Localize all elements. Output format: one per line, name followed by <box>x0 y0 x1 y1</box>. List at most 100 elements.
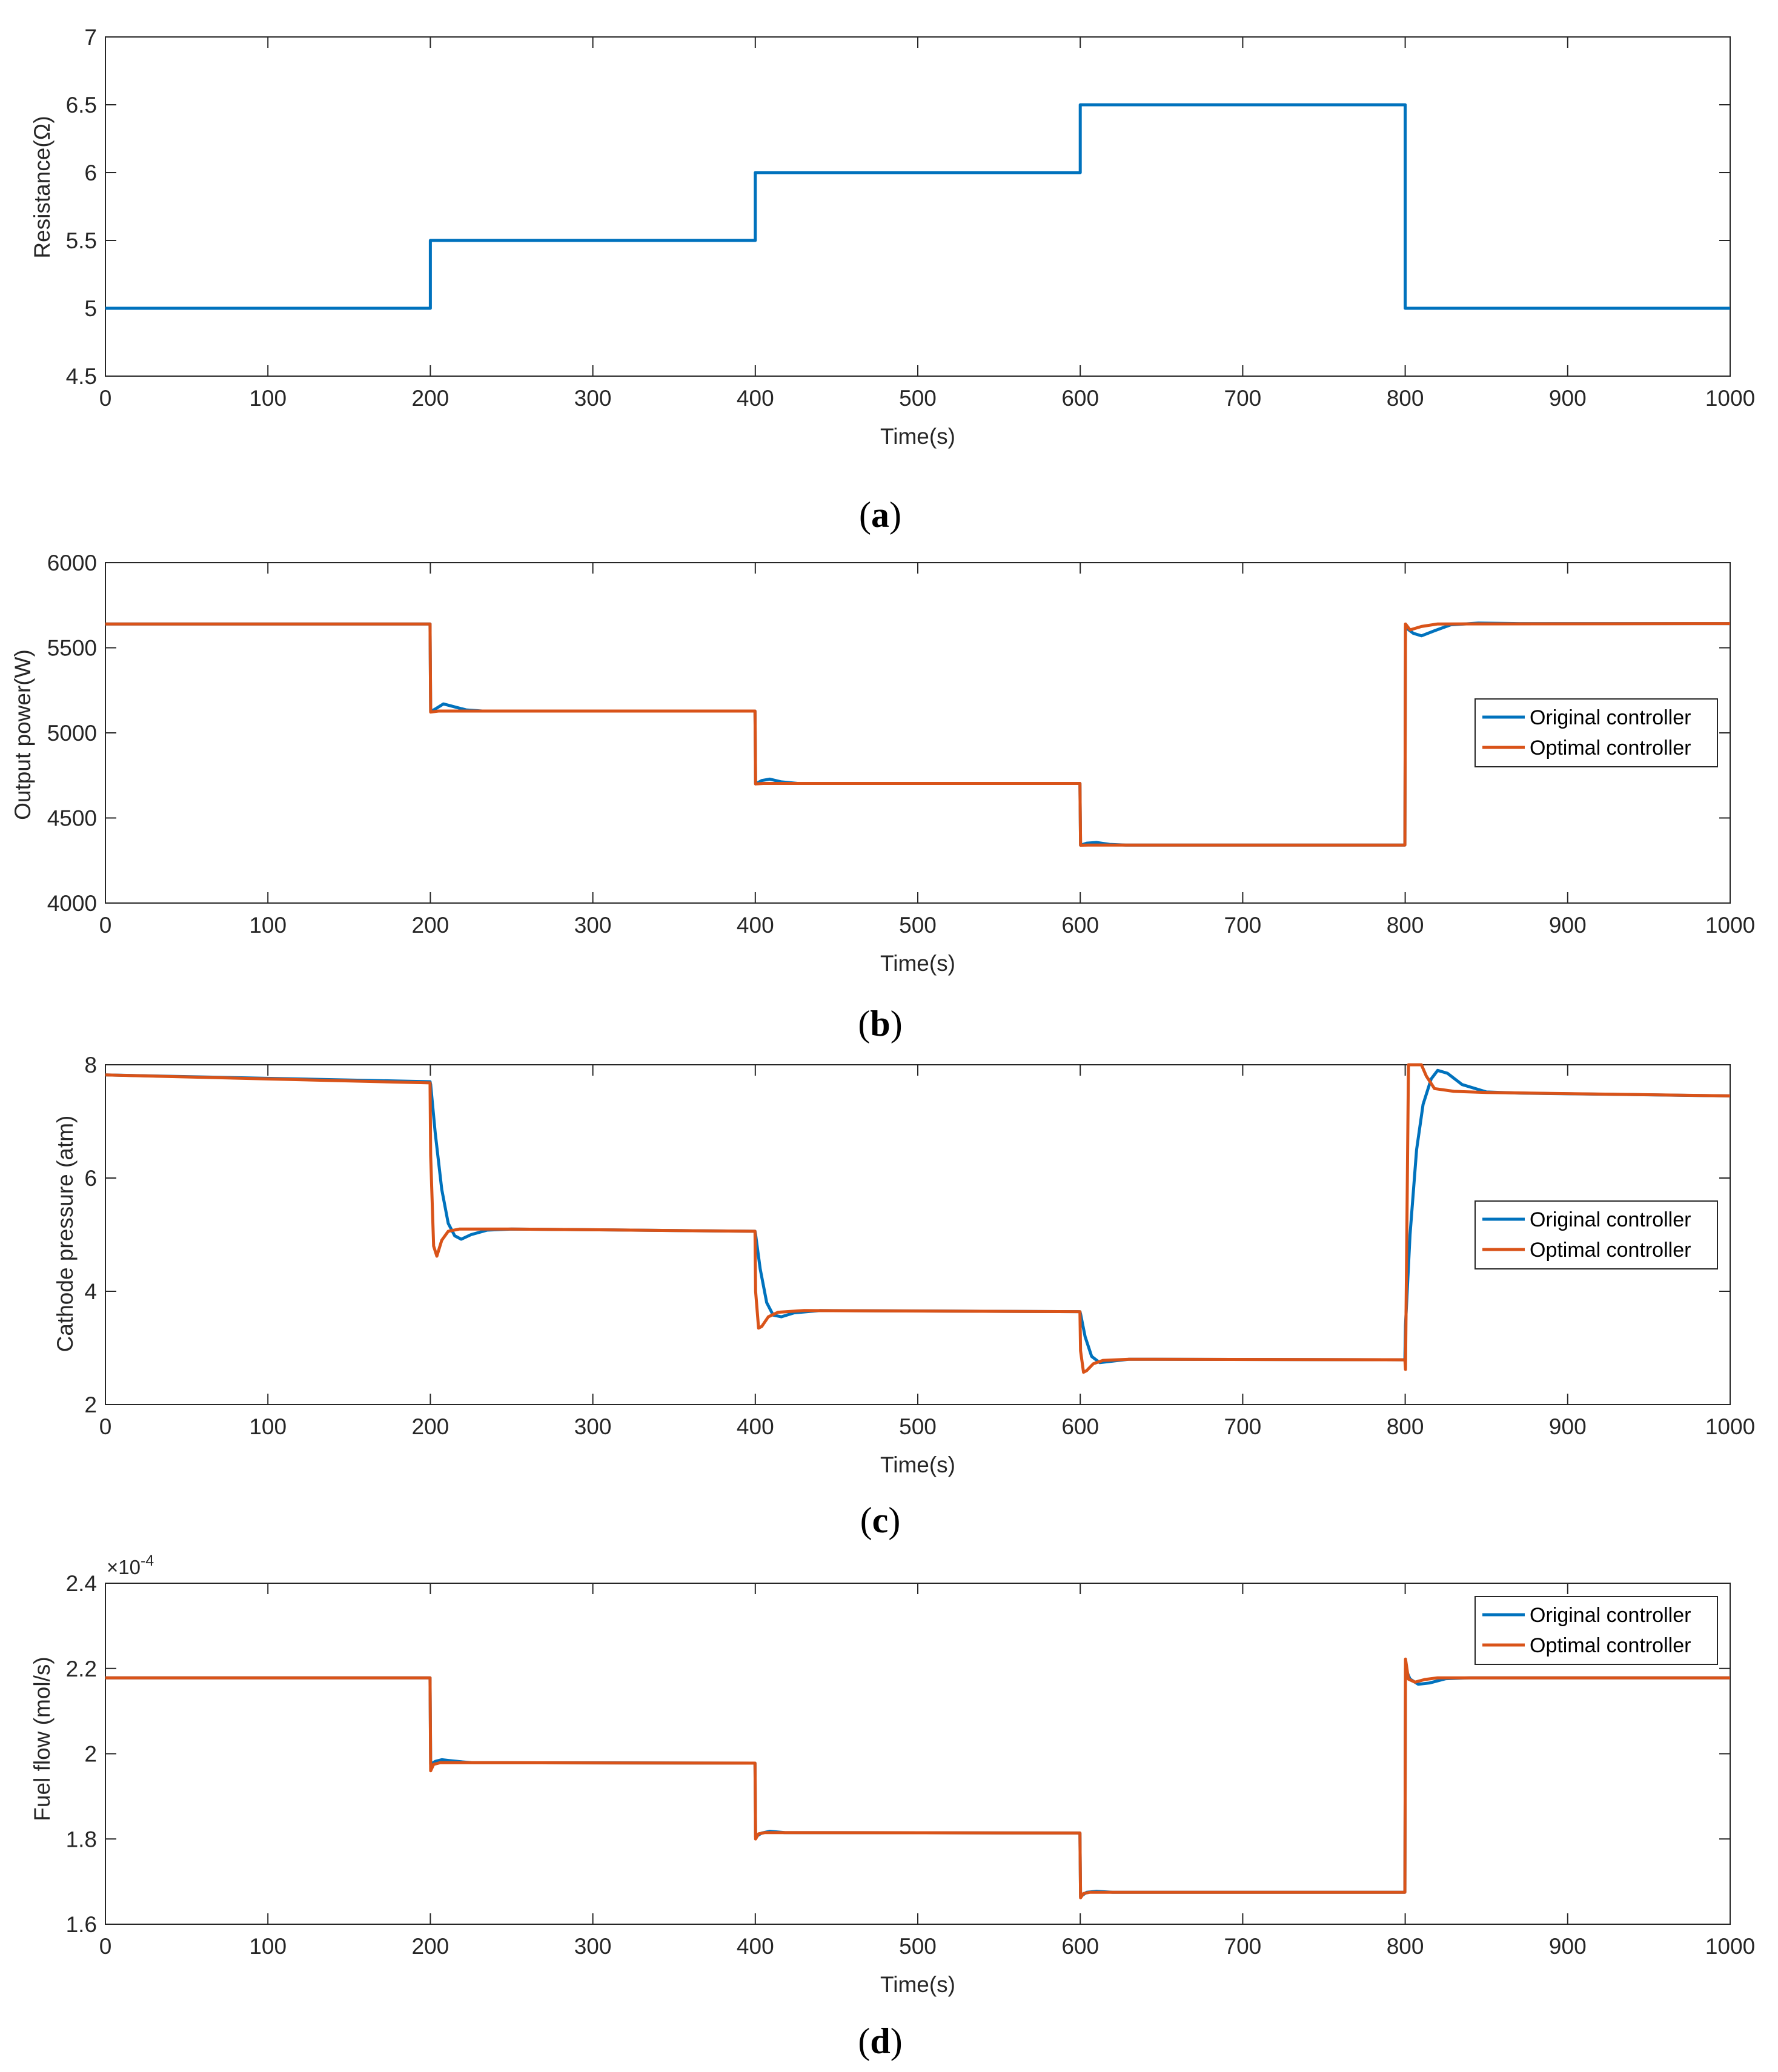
plot-b: 0 100 200 300 400 500 600 700 800 900 1000 4000 4500… <box>47 551 1755 938</box>
ytick-label-d: 1.6 <box>66 1912 97 1937</box>
xtick-label-c: 600 <box>1061 1414 1099 1439</box>
panel-c: Cathode pressure (atm) Time(s) (c) <box>53 1116 955 1540</box>
xtick-label-b: 300 <box>574 913 612 938</box>
ytick-label-a: 6.5 <box>66 93 97 118</box>
panel-b: Output power(W) Time(s) (b) <box>10 649 955 1044</box>
legend-box-c <box>1474 1200 1718 1269</box>
xtick-label-c: 900 <box>1549 1414 1587 1439</box>
xtick-label-a: 300 <box>574 386 612 411</box>
xtick-label-d: 0 <box>99 1934 112 1959</box>
xlabel-d: Time(s) <box>880 1972 955 1997</box>
legend-label-d: Optimal controller <box>1530 1634 1691 1657</box>
ytick-label-d: 2.4 <box>66 1571 97 1596</box>
xtick-label-c: 700 <box>1224 1414 1262 1439</box>
xtick-label-c: 100 <box>249 1414 287 1439</box>
axes-box-a <box>105 36 1731 377</box>
plot-d: 0 100 200 300 400 500 600 700 800 900 1000 1.6 1.8 2 2… <box>66 1571 1756 1959</box>
ytick-label-c: 2 <box>84 1392 97 1417</box>
caption-b-letter: b <box>870 1004 890 1044</box>
xtick-label-d: 600 <box>1061 1934 1099 1959</box>
xtick-label-a: 500 <box>899 386 937 411</box>
legend-label-b: Optimal controller <box>1530 736 1691 760</box>
legend-box-b <box>1474 698 1718 767</box>
svg-text:(a): (a) <box>859 495 901 535</box>
xlabel-a: Time(s) <box>880 424 955 449</box>
legend-label-b: Original controller <box>1530 706 1691 729</box>
xtick-label-a: 900 <box>1549 386 1587 411</box>
xtick-label-a: 1000 <box>1705 386 1755 411</box>
ytick-label-b: 4500 <box>47 806 97 831</box>
ytick-label-c: 8 <box>84 1053 97 1077</box>
ytick-label-b: 4000 <box>47 891 97 916</box>
xtick-label-b: 900 <box>1549 913 1587 938</box>
xtick-label-d: 500 <box>899 1934 937 1959</box>
ylabel-d: Fuel flow (mol/s) <box>30 1657 55 1821</box>
xtick-label-d: 400 <box>737 1934 774 1959</box>
xtick-label-a: 800 <box>1387 386 1424 411</box>
svg-text:(c): (c) <box>860 1500 901 1540</box>
ylabel-a: Resistance(Ω) <box>30 116 55 258</box>
xtick-label-b: 1000 <box>1705 913 1755 938</box>
xtick-label-c: 0 <box>99 1414 112 1439</box>
xtick-label-c: 500 <box>899 1414 937 1439</box>
xtick-label-d: 1000 <box>1705 1934 1755 1959</box>
legend-box-d <box>1474 1596 1718 1665</box>
exponent-power-d: -4 <box>141 1552 154 1569</box>
xtick-label-c: 400 <box>737 1414 774 1439</box>
ytick-label-a: 4.5 <box>66 364 97 389</box>
panel-a: Resistance(Ω) Time(s) (a) <box>30 116 955 535</box>
ylabel-b: Output power(W) <box>10 649 35 820</box>
xlabel-b: Time(s) <box>880 951 955 976</box>
ytick-label-b: 6000 <box>47 551 97 575</box>
panel-d: Fuel flow (mol/s) Time(s) ×10-4 (d) <box>30 1552 955 2061</box>
xtick-label-b: 600 <box>1061 913 1099 938</box>
xtick-label-a: 0 <box>99 386 112 411</box>
xtick-label-b: 200 <box>412 913 449 938</box>
xtick-label-d: 800 <box>1387 1934 1424 1959</box>
ytick-label-d: 2.2 <box>66 1657 97 1681</box>
xtick-label-c: 800 <box>1387 1414 1424 1439</box>
xtick-label-a: 700 <box>1224 386 1262 411</box>
series-line-c-optimal <box>105 1063 1730 1374</box>
ylabel-c: Cathode pressure (atm) <box>53 1116 78 1352</box>
legend-label-c: Original controller <box>1530 1208 1691 1231</box>
axes-box-b <box>105 562 1731 904</box>
series-line-a-original <box>105 103 1730 310</box>
xlabel-c: Time(s) <box>880 1452 955 1477</box>
caption-c-letter: c <box>872 1500 889 1540</box>
plot-c: 0 100 200 300 400 500 600 700 800 900 1000 2 4 6 8 Orig… <box>84 1053 1755 1439</box>
xtick-label-d: 300 <box>574 1934 612 1959</box>
svg-text:(b): (b) <box>858 1004 902 1044</box>
xtick-label-c: 1000 <box>1705 1414 1755 1439</box>
ytick-label-a: 6 <box>84 161 97 185</box>
axes-box-d <box>105 1583 1731 1925</box>
xtick-label-a: 400 <box>737 386 774 411</box>
xtick-label-b: 0 <box>99 913 112 938</box>
xtick-label-b: 700 <box>1224 913 1262 938</box>
caption-a: (a) <box>859 495 901 535</box>
xtick-label-a: 200 <box>412 386 449 411</box>
xtick-label-c: 200 <box>412 1414 449 1439</box>
xtick-label-b: 100 <box>249 913 287 938</box>
ytick-label-a: 7 <box>84 25 97 50</box>
exponent-label-d: ×10-4 <box>107 1552 154 1578</box>
ytick-label-d: 2 <box>84 1742 97 1767</box>
legend-d: Original controller Optimal controller <box>1474 1596 1718 1665</box>
legend-c: Original controller Optimal controller <box>1474 1200 1718 1269</box>
caption-d: (d) <box>858 2021 902 2061</box>
ytick-label-a: 5 <box>84 296 97 321</box>
ytick-label-d: 1.8 <box>66 1827 97 1852</box>
legend-b: Original controller Optimal controller <box>1474 698 1718 767</box>
ytick-label-b: 5500 <box>47 636 97 661</box>
ytick-label-a: 5.5 <box>66 228 97 253</box>
axes-box-c <box>105 1064 1731 1405</box>
plot-a: 0 100 200 300 400 500 600 700 800 900 1000 4.5 5 5.5 6… <box>66 25 1756 411</box>
ytick-label-b: 5000 <box>47 721 97 746</box>
caption-d-letter: d <box>870 2021 890 2061</box>
xtick-label-c: 300 <box>574 1414 612 1439</box>
ytick-label-c: 6 <box>84 1166 97 1191</box>
xtick-label-d: 700 <box>1224 1934 1262 1959</box>
xtick-label-a: 100 <box>249 386 287 411</box>
caption-c: (c) <box>860 1500 901 1540</box>
legend-label-c: Optimal controller <box>1530 1239 1691 1262</box>
